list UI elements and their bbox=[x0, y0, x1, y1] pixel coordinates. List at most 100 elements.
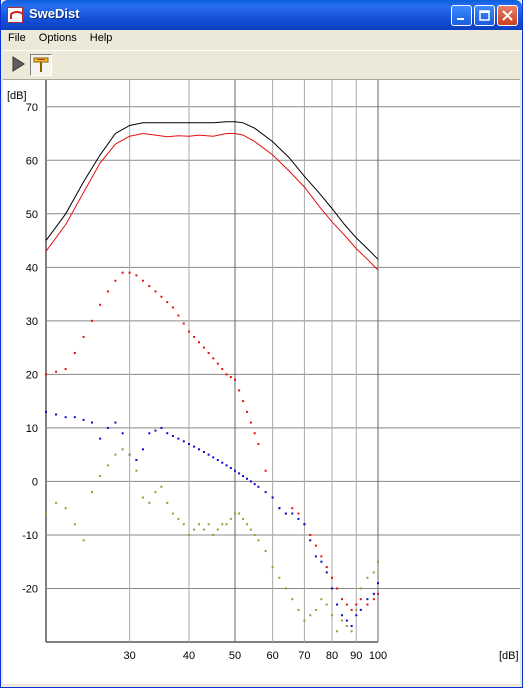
play-button[interactable] bbox=[8, 54, 30, 76]
series-point-4 bbox=[198, 523, 201, 526]
series-point-2 bbox=[128, 271, 131, 274]
series-point-3 bbox=[297, 517, 300, 520]
menu-file[interactable]: File bbox=[8, 32, 26, 44]
series-point-4 bbox=[234, 512, 237, 515]
y-tick-label: 20 bbox=[26, 369, 38, 381]
marker-button[interactable] bbox=[30, 54, 52, 76]
series-point-3 bbox=[355, 614, 358, 617]
series-point-4 bbox=[303, 619, 306, 622]
series-point-3 bbox=[121, 432, 124, 435]
series-point-4 bbox=[350, 630, 353, 633]
series-point-4 bbox=[171, 512, 174, 515]
series-point-4 bbox=[242, 517, 245, 520]
series-point-4 bbox=[99, 475, 102, 478]
series-point-4 bbox=[320, 598, 323, 601]
menu-options[interactable]: Options bbox=[38, 32, 77, 44]
series-point-4 bbox=[355, 608, 358, 611]
series-point-4 bbox=[271, 566, 274, 569]
series-point-2 bbox=[330, 576, 333, 579]
close-button[interactable] bbox=[497, 5, 518, 26]
distortion-chart: -20 -10 0 10 20 30 40 50 60 70 30 40 50 60 70 80 90 100 [d… bbox=[7, 80, 520, 662]
maximize-button[interactable] bbox=[474, 5, 495, 26]
series-point-4 bbox=[73, 523, 76, 526]
minimize-button[interactable] bbox=[451, 5, 472, 26]
series-point-3 bbox=[341, 614, 344, 617]
series-point-3 bbox=[325, 571, 328, 574]
series-point-3 bbox=[73, 416, 76, 419]
toolbar bbox=[3, 50, 520, 80]
series-point-3 bbox=[99, 437, 102, 440]
series-point-4 bbox=[253, 533, 256, 536]
series-point-3 bbox=[246, 477, 249, 480]
series-point-2 bbox=[229, 376, 232, 379]
x-tick-label: 80 bbox=[326, 650, 338, 662]
series-point-2 bbox=[336, 587, 339, 590]
series-point-2 bbox=[216, 362, 219, 365]
series-point-2 bbox=[141, 279, 144, 282]
series-point-3 bbox=[55, 413, 58, 416]
series-point-2 bbox=[99, 303, 102, 306]
series-point-4 bbox=[166, 501, 169, 504]
series-point-2 bbox=[242, 400, 245, 403]
app-icon[interactable] bbox=[7, 7, 24, 23]
series-point-2 bbox=[249, 421, 252, 424]
series-point-3 bbox=[359, 608, 362, 611]
series-point-3 bbox=[45, 410, 47, 413]
series-point-2 bbox=[182, 322, 185, 325]
series-point-2 bbox=[202, 346, 205, 349]
series-point-2 bbox=[160, 295, 163, 298]
series-point-4 bbox=[128, 453, 131, 456]
series-point-4 bbox=[325, 603, 328, 606]
series-point-2 bbox=[135, 274, 138, 277]
series-point-3 bbox=[372, 592, 375, 595]
series-point-4 bbox=[177, 517, 180, 520]
series-point-3 bbox=[350, 624, 353, 627]
series-point-4 bbox=[135, 469, 138, 472]
series-point-3 bbox=[182, 440, 185, 443]
series-point-2 bbox=[207, 351, 210, 354]
series-point-3 bbox=[166, 432, 169, 435]
title-bar[interactable]: SweDist bbox=[1, 0, 522, 30]
y-tick-label: 30 bbox=[26, 316, 38, 328]
window-title: SweDist bbox=[29, 6, 80, 21]
series-point-4 bbox=[141, 496, 144, 499]
series-point-4 bbox=[291, 598, 294, 601]
series-point-2 bbox=[314, 544, 317, 547]
series-point-4 bbox=[225, 523, 228, 526]
series-point-2 bbox=[264, 469, 267, 472]
series-point-2 bbox=[106, 290, 109, 293]
series-point-4 bbox=[160, 485, 163, 488]
series-point-4 bbox=[45, 512, 47, 515]
series-point-2 bbox=[238, 389, 241, 392]
maximize-icon bbox=[479, 10, 490, 21]
series-point-4 bbox=[257, 539, 260, 542]
series-point-3 bbox=[135, 459, 138, 462]
series-point-2 bbox=[350, 608, 353, 611]
x-tick-label: 90 bbox=[350, 650, 362, 662]
menu-bar: File Options Help bbox=[3, 30, 520, 49]
plot-area[interactable]: -20 -10 0 10 20 30 40 50 60 70 30 40 50 60 70 80 90 100 [d… bbox=[3, 80, 520, 684]
series-point-4 bbox=[238, 512, 241, 515]
series-point-2 bbox=[345, 603, 348, 606]
series-line-1 bbox=[45, 132, 379, 271]
series-point-4 bbox=[121, 448, 124, 451]
series-point-2 bbox=[221, 368, 224, 371]
menu-help[interactable]: Help bbox=[89, 32, 113, 44]
series-point-4 bbox=[182, 523, 185, 526]
series-point-4 bbox=[216, 528, 219, 531]
series-point-2 bbox=[320, 555, 323, 558]
series-point-2 bbox=[55, 370, 58, 373]
series-point-3 bbox=[216, 459, 219, 462]
marker-icon bbox=[33, 57, 49, 72]
series-point-2 bbox=[148, 285, 151, 288]
series-point-4 bbox=[187, 533, 190, 536]
y-tick-label: 50 bbox=[26, 209, 38, 221]
series-point-2 bbox=[355, 603, 358, 606]
series-point-3 bbox=[91, 421, 94, 424]
y-tick-label: -20 bbox=[22, 583, 38, 595]
x-tick-label: 100 bbox=[369, 650, 387, 662]
series-point-4 bbox=[359, 587, 362, 590]
series-point-2 bbox=[114, 279, 117, 282]
series-point-4 bbox=[154, 491, 157, 494]
y-tick-label: -10 bbox=[22, 530, 38, 542]
